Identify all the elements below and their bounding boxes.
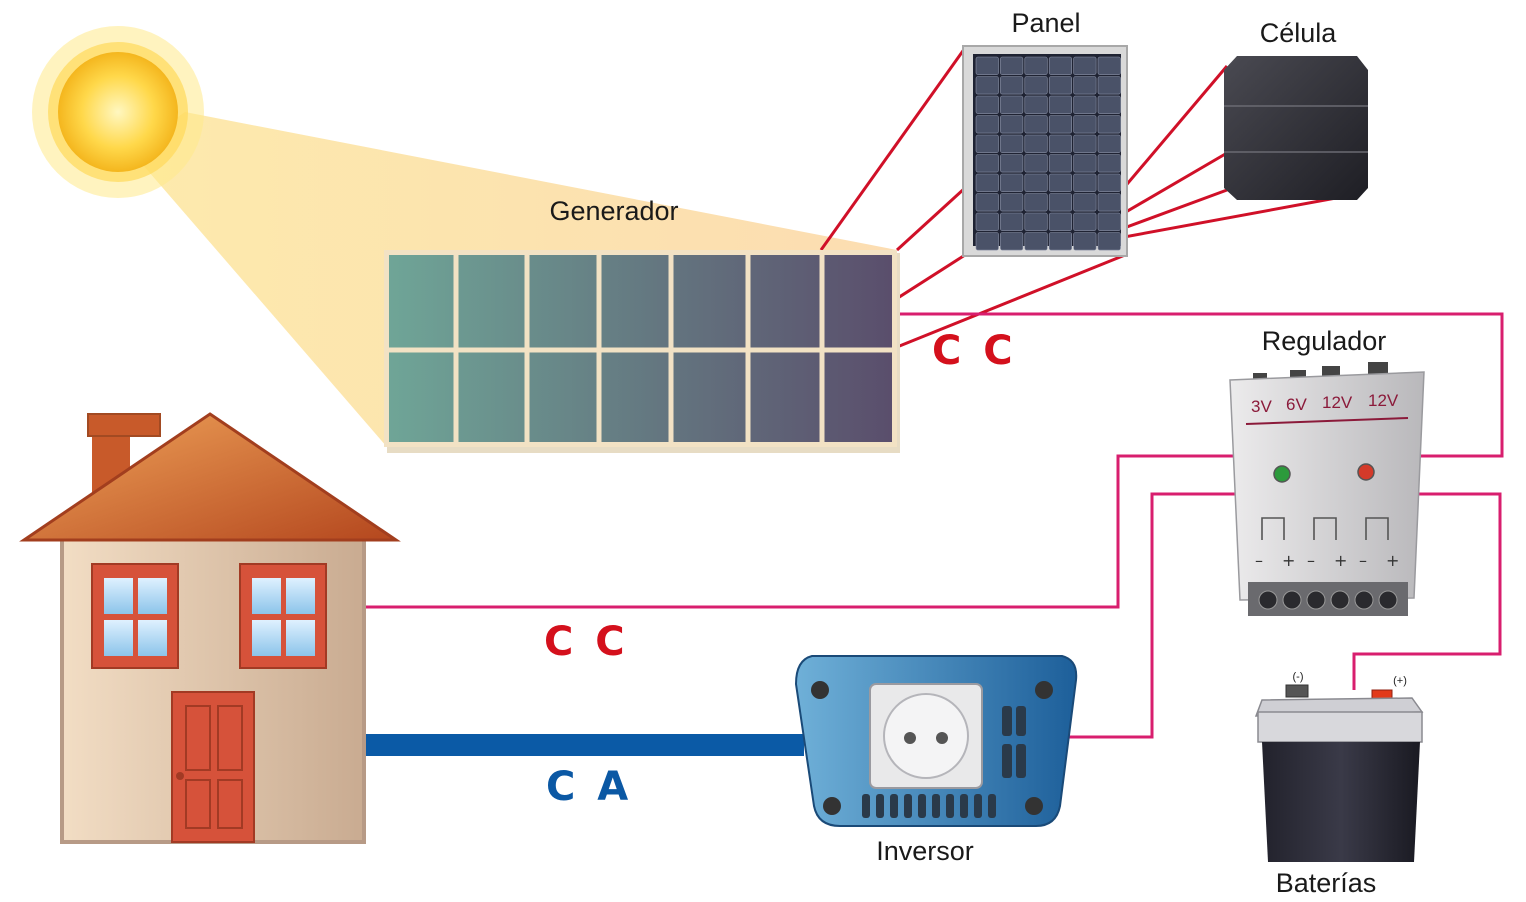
panel-cell [1048,154,1072,173]
panel-cell [1048,193,1072,212]
cell-label: Célula [1260,18,1338,48]
panel-cell [1024,134,1048,153]
panel-cell [1073,154,1097,173]
batteries-label: Baterías [1276,868,1377,898]
regulator-voltage-labels: 3V 6V 12V 12V [1251,391,1399,416]
panel-cell [975,95,999,114]
dc-label-generator: C C [932,328,1017,374]
dc-label-house: C C [544,619,629,665]
terminal-sign: – [1307,551,1315,570]
regulator-voltage: 12V [1322,393,1353,412]
panel-label: Panel [1011,8,1080,38]
regulator-label: Regulador [1262,326,1387,356]
panel-cell [1024,56,1048,75]
panel-cell [1000,115,1024,134]
window-left [91,563,179,669]
panel-cell [1097,134,1121,153]
panel-cell [1073,134,1097,153]
ac-label-house: C A [546,764,632,810]
panel-cell [1024,76,1048,95]
panel-cell [1048,56,1072,75]
panel-cell [1073,76,1097,95]
regulator-voltage: 12V [1368,391,1399,410]
panel-cell [1000,95,1024,114]
panel-cell [975,154,999,173]
solar-cell [1224,56,1368,200]
regulator-voltage: 3V [1251,397,1272,416]
panel-cell [1000,76,1024,95]
panel-cell [1048,95,1072,114]
inverter [794,655,1078,827]
door [171,691,255,843]
panel-cell [1024,115,1048,134]
panel-cell [1097,232,1121,251]
panel-cell [975,212,999,231]
battery-negative-label: (-) [1293,671,1304,683]
regulator-voltage: 6V [1286,395,1307,414]
generator-label: Generador [549,196,678,226]
panel-cell [1097,212,1121,231]
panel-cell [975,76,999,95]
panel-cell [975,56,999,75]
regulator-terminal-labels: – + – + – + [1255,551,1399,570]
generator-array [384,250,900,453]
panel-cell [1097,56,1121,75]
sun-icon [32,26,204,198]
panel-cell [1048,173,1072,192]
panel-cell [1000,154,1024,173]
panel-cell [1097,95,1121,114]
panel-cell [1048,232,1072,251]
terminal-sign: + [1386,551,1399,570]
panel-cell [1000,56,1024,75]
panel-cell [1048,134,1072,153]
regulator [1229,362,1425,616]
panel-cell [1073,115,1097,134]
panel-cell [1048,212,1072,231]
battery-positive-label: (+) [1393,675,1407,687]
terminal-sign: + [1334,551,1347,570]
ac-wire [364,734,804,756]
panel-cell [975,232,999,251]
panel-cell [1000,173,1024,192]
terminal-sign: – [1359,551,1367,570]
panel-cell [1097,193,1121,212]
battery [1254,684,1424,862]
panel-cell [1000,212,1024,231]
panel-cell [1024,95,1048,114]
panel-cell [1097,115,1121,134]
panel-cell [1073,173,1097,192]
panel-cell [1048,115,1072,134]
window-right [239,563,327,669]
panel-cell [1024,212,1048,231]
panel-cell [1073,232,1097,251]
terminal-sign: + [1282,551,1295,570]
panel-cell [1073,193,1097,212]
panel-cell [1073,56,1097,75]
panel-cell [1000,134,1024,153]
panel-cell [1000,232,1024,251]
panel-cell [975,115,999,134]
panel-cell [1024,232,1048,251]
panel-cell [975,173,999,192]
panel-cell [1024,154,1048,173]
dc-wiring [365,312,1504,739]
panel-cell [1000,193,1024,212]
inverter-label: Inversor [876,836,974,866]
panel-cell [1097,173,1121,192]
panel-cell [1097,76,1121,95]
panel-cell [975,193,999,212]
panel-cell [1048,76,1072,95]
solar-panel [962,45,1128,257]
terminal-sign: – [1255,551,1263,570]
panel-cell [1097,154,1121,173]
panel-cell [1073,212,1097,231]
panel-cell [1024,193,1048,212]
panel-cell [975,134,999,153]
panel-cell [1024,173,1048,192]
panel-cell [1073,95,1097,114]
house [19,412,401,844]
